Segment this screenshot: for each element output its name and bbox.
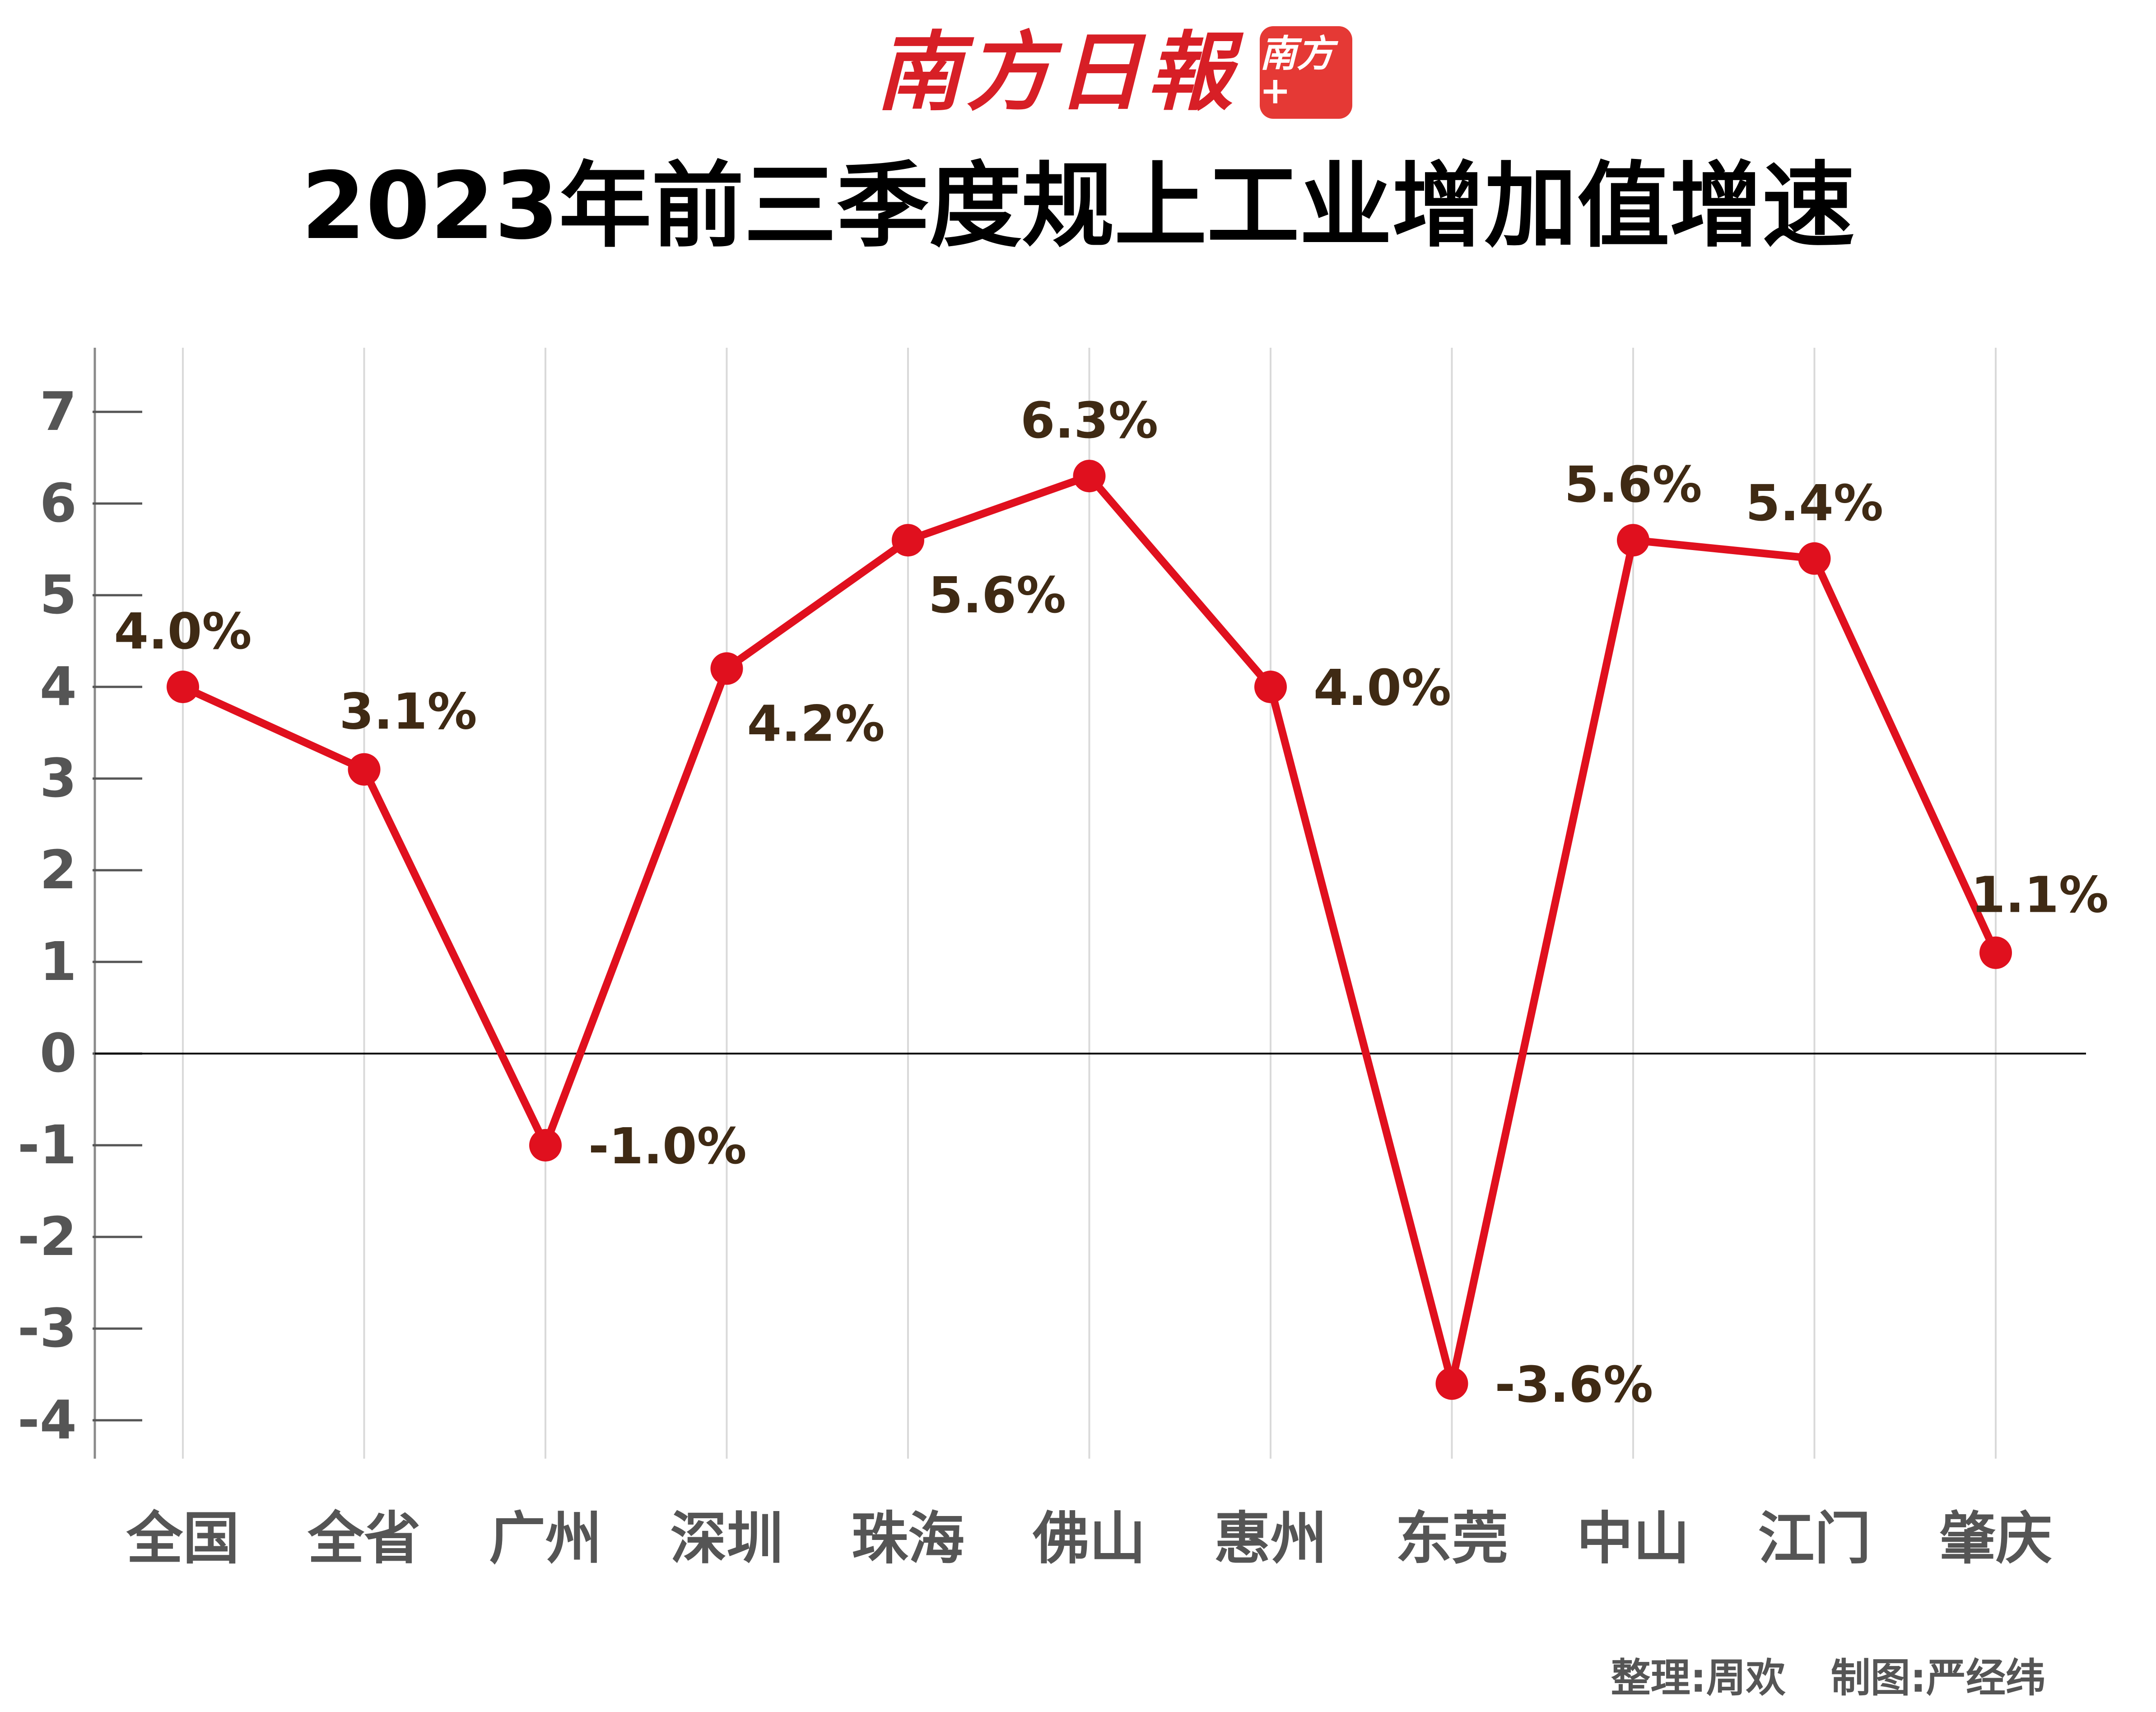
- y-tick-label--4: -4: [18, 1389, 77, 1451]
- data-label-东莞: -3.6%: [1495, 1356, 1653, 1413]
- y-tick-label--3: -3: [18, 1297, 77, 1359]
- data-points: [167, 460, 2012, 1400]
- data-point-广州: [529, 1129, 562, 1162]
- data-label-广州: -1.0%: [588, 1117, 747, 1175]
- data-point-肇庆: [1979, 936, 2012, 969]
- x-category-label-珠海: 珠海: [852, 1506, 964, 1572]
- axes: [93, 348, 2086, 1459]
- x-category-label-东莞: 东莞: [1396, 1506, 1509, 1572]
- x-category-label-广州: 广州: [489, 1506, 602, 1572]
- x-category-label-佛山: 佛山: [1033, 1506, 1146, 1572]
- y-tick-label-3: 3: [40, 747, 77, 809]
- data-point-惠州: [1254, 671, 1287, 703]
- x-category-label-肇庆: 肇庆: [1939, 1506, 2052, 1572]
- data-point-全省: [348, 753, 381, 786]
- data-point-全国: [167, 671, 199, 703]
- x-category-label-中山: 中山: [1577, 1506, 1690, 1572]
- x-category-label-深圳: 深圳: [671, 1506, 783, 1572]
- vertical-gridlines: [182, 348, 1997, 1459]
- y-tick-label-6: 6: [40, 472, 77, 534]
- x-category-label-江门: 江门: [1758, 1506, 1871, 1572]
- x-category-label-全国: 全国: [126, 1506, 239, 1572]
- data-label-珠海: 5.6%: [928, 566, 1066, 624]
- masthead-logo: 南方日報: [876, 22, 1238, 122]
- x-category-label-全省: 全省: [307, 1506, 421, 1572]
- y-tick-label-0: 0: [40, 1022, 77, 1084]
- y-tick-labels: 7 6 5 4 3 2 1 0 -1 -2 -3 -4: [18, 380, 77, 1451]
- data-labels: 4.0% 3.1% -1.0% 4.2% 5.6% 6.3% 4.0% -3.6% 5.6% 5.…: [114, 392, 2109, 1413]
- credit-organizer: 整理:周欢: [1611, 1655, 1786, 1701]
- newspaper-logo: 南方日報 南方+: [876, 18, 1353, 126]
- data-label-肇庆: 1.1%: [1971, 866, 2109, 924]
- data-label-全国: 4.0%: [114, 602, 251, 660]
- data-label-深圳: 4.2%: [747, 695, 885, 752]
- y-tick-label--2: -2: [18, 1205, 77, 1268]
- app-badge-label: 南方+: [1260, 32, 1334, 112]
- data-point-佛山: [1073, 460, 1106, 493]
- header: 南方日報 南方+ 2023年前三季度规上工业增加值增速: [0, 0, 2156, 307]
- credit-designer: 制图:严经纬: [1830, 1655, 2045, 1701]
- data-label-全省: 3.1%: [340, 683, 477, 741]
- data-point-东莞: [1435, 1367, 1468, 1400]
- data-label-惠州: 4.0%: [1313, 659, 1451, 717]
- data-label-中山: 5.6%: [1564, 456, 1702, 513]
- x-category-labels: 全国 全省 广州 深圳 珠海 佛山 惠州 东莞 中山 江门 肇庆: [126, 1506, 2052, 1572]
- data-label-江门: 5.4%: [1746, 474, 1883, 532]
- y-tick-label-5: 5: [40, 564, 77, 626]
- data-point-珠海: [892, 524, 924, 557]
- credits: 整理:周欢 制图:严经纬: [1611, 1646, 2045, 1703]
- data-point-江门: [1798, 542, 1831, 575]
- y-tick-label-4: 4: [40, 655, 77, 718]
- y-tick-label--1: -1: [18, 1114, 77, 1176]
- y-tick-label-2: 2: [40, 839, 77, 901]
- y-tick-label-1: 1: [40, 930, 77, 993]
- y-tick-label-7: 7: [40, 380, 77, 443]
- app-badge-icon: 南方+: [1260, 26, 1353, 119]
- x-category-label-惠州: 惠州: [1214, 1506, 1327, 1572]
- data-point-中山: [1617, 524, 1649, 557]
- data-point-深圳: [710, 652, 743, 685]
- data-label-佛山: 6.3%: [1020, 392, 1158, 449]
- chart-title: 2023年前三季度规上工业增加值增速: [301, 153, 1855, 260]
